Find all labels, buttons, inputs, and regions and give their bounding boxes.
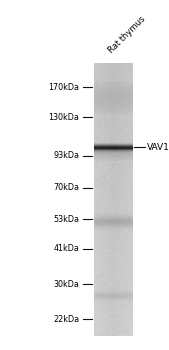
Text: 53kDa: 53kDa [53, 215, 79, 224]
Text: 93kDa: 93kDa [53, 151, 79, 160]
Text: VAV1: VAV1 [147, 143, 169, 152]
Text: 30kDa: 30kDa [54, 280, 79, 289]
Text: 130kDa: 130kDa [49, 113, 79, 122]
Text: 70kDa: 70kDa [53, 183, 79, 192]
Text: 41kDa: 41kDa [54, 244, 79, 253]
Text: Rat thymus: Rat thymus [106, 14, 147, 55]
Text: 170kDa: 170kDa [49, 83, 79, 91]
Text: 22kDa: 22kDa [53, 315, 79, 324]
